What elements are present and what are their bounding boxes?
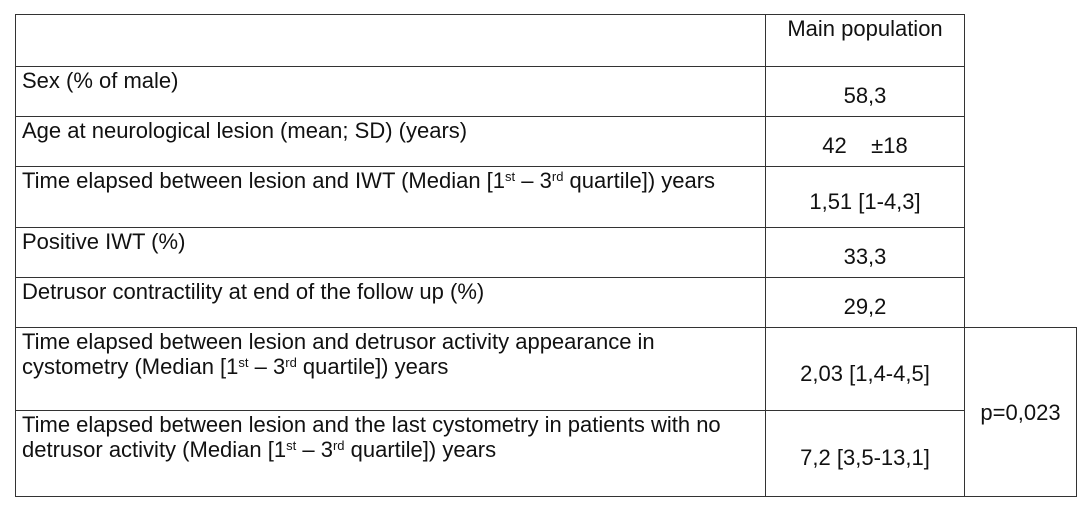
spacer — [964, 116, 1077, 167]
value-cell: 58,3 — [765, 66, 965, 117]
label-cell: Positive IWT (%) — [15, 227, 766, 278]
row: Sex (% of male) 58,3 — [15, 66, 1077, 117]
label-text: – 3 — [515, 168, 552, 193]
row: Detrusor contractility at end of the fol… — [15, 277, 1077, 328]
table-body: Main population Sex (% of male) 58,3 Age a… — [15, 14, 1077, 497]
label-cell: Age at neurological lesion (mean; SD) (y… — [15, 116, 766, 167]
label-cell: Detrusor contractility at end of the fol… — [15, 277, 766, 328]
label-text: – 3 — [248, 354, 286, 379]
spacer — [964, 227, 1077, 278]
superscript: rd — [551, 169, 564, 184]
label-cell: Sex (% of male) — [15, 66, 766, 117]
value-cell: 33,3 — [765, 227, 965, 278]
superscript: st — [238, 355, 249, 370]
row: Age at neurological lesion (mean; SD) (y… — [15, 116, 1077, 167]
spacer — [964, 166, 1077, 228]
value-cell: 42 ±18 — [765, 116, 965, 167]
label-text: Time elapsed between lesion and detrusor… — [22, 329, 655, 379]
label-text: quartile]) years — [563, 168, 716, 193]
spacer — [964, 277, 1077, 328]
superscript: rd — [285, 355, 297, 370]
label-text: Age at neurological lesion (mean; SD) (y… — [22, 118, 468, 143]
label-text: Detrusor contractility at end of the fol… — [22, 279, 485, 304]
label-text: – 3 — [296, 437, 333, 462]
label-text: quartile]) years — [344, 437, 497, 462]
value-cell: 1,51 [1-4,3] — [765, 166, 965, 228]
spacer — [964, 66, 1077, 117]
row: Time elapsed between lesion and the last… — [15, 410, 1077, 497]
label-cell: Time elapsed between lesion and the last… — [15, 410, 766, 497]
row: Time elapsed between lesion and IWT (Med… — [15, 166, 1077, 228]
header-cell: Main population — [765, 14, 965, 67]
value-cell: 2,03 [1,4-4,5] — [765, 327, 965, 411]
superscript: rd — [332, 438, 345, 453]
label-text: quartile]) years — [296, 354, 449, 379]
label-text: Sex (% of male) — [22, 68, 179, 93]
superscript: st — [505, 169, 516, 184]
label-cell: Time elapsed between lesion and detrusor… — [15, 327, 766, 411]
row: Positive IWT (%) 33,3 — [15, 227, 1077, 278]
label-cell: Time elapsed between lesion and IWT (Med… — [15, 166, 766, 228]
superscript: st — [286, 438, 297, 453]
label-text: Positive IWT (%) — [22, 229, 186, 254]
value-cell: 7,2 [3,5-13,1] — [765, 410, 965, 497]
spacer — [964, 14, 1077, 67]
row: Time elapsed between lesion and detrusor… — [15, 327, 1077, 497]
value-cell: 29,2 — [765, 277, 965, 328]
label-text: Time elapsed between lesion and IWT (Med… — [22, 168, 506, 193]
header-row: Main population — [15, 14, 1077, 67]
label-text: Time elapsed between lesion and the last… — [22, 412, 721, 462]
data-table: Main population Sex (% of male) 58,3 Age a… — [15, 14, 1077, 497]
header-empty-cell — [15, 14, 766, 67]
p-value-cell: p=0,023 — [964, 327, 1077, 497]
